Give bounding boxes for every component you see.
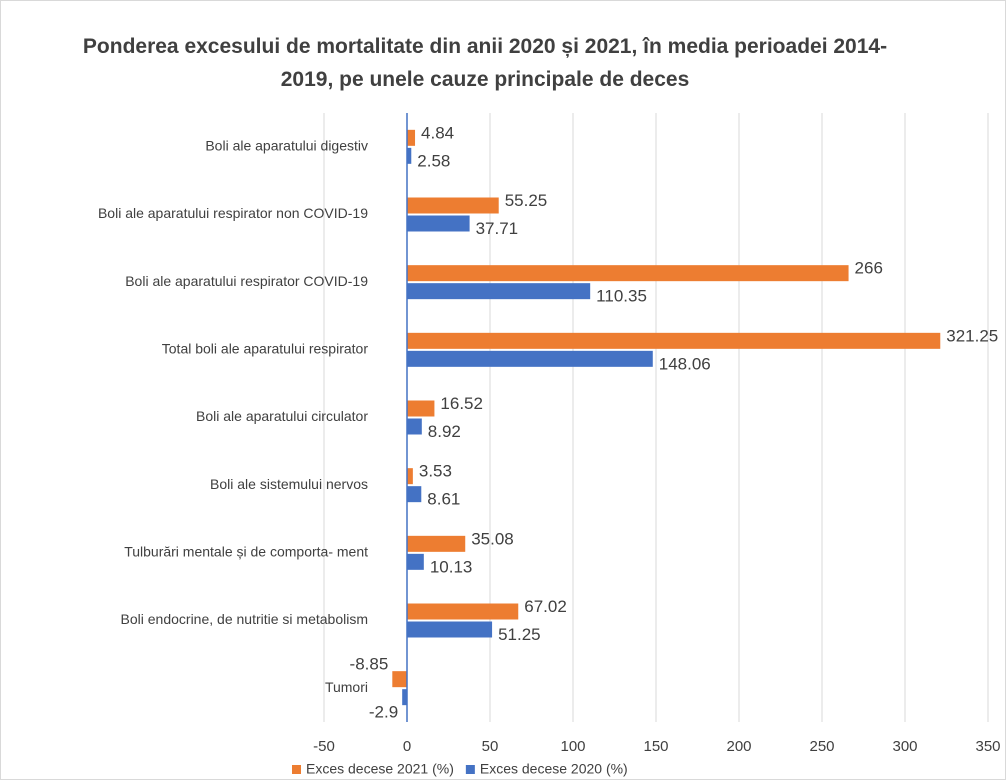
bar bbox=[407, 350, 653, 367]
bar bbox=[407, 265, 849, 282]
data-label: 35.08 bbox=[471, 529, 514, 548]
data-label: 8.92 bbox=[428, 422, 461, 441]
legend-label: Exces decese 2021 (%) bbox=[306, 761, 454, 777]
x-tick-label: 250 bbox=[809, 738, 834, 755]
bar bbox=[407, 400, 435, 417]
data-label: 321.25 bbox=[946, 326, 998, 345]
data-label: 10.13 bbox=[430, 557, 473, 576]
x-tick-label: 300 bbox=[892, 738, 917, 755]
x-tick-label: 350 bbox=[975, 738, 1000, 755]
y-tick-label: Boli ale aparatului circulator bbox=[196, 408, 368, 424]
bar bbox=[407, 468, 413, 485]
y-tick-label: Tumori bbox=[325, 679, 368, 695]
bar bbox=[407, 197, 499, 214]
bar bbox=[407, 486, 422, 503]
x-tick-label: -50 bbox=[313, 738, 335, 755]
data-label: 2.58 bbox=[417, 151, 450, 170]
y-tick-label: Boli ale sistemului nervos bbox=[210, 476, 368, 492]
y-tick-label: Total boli ale aparatului respirator bbox=[162, 341, 369, 357]
data-label: 55.25 bbox=[505, 191, 548, 210]
chart-title: Ponderea excesului de mortalitate din an… bbox=[82, 35, 888, 91]
bar bbox=[402, 689, 407, 706]
bar bbox=[407, 603, 519, 620]
data-label: 16.52 bbox=[440, 394, 483, 413]
y-tick-label: Boli ale aparatului digestiv bbox=[205, 138, 368, 154]
x-tick-label: 50 bbox=[482, 738, 499, 755]
data-label: 4.84 bbox=[421, 123, 454, 142]
legend-label: Exces decese 2020 (%) bbox=[480, 761, 628, 777]
bar bbox=[407, 535, 466, 552]
data-label: 51.25 bbox=[498, 625, 541, 644]
data-label: 8.61 bbox=[427, 490, 460, 509]
y-tick-label: Boli ale aparatului respirator non COVID… bbox=[98, 205, 368, 221]
x-tick-label: 100 bbox=[560, 738, 585, 755]
data-label: -2.9 bbox=[369, 703, 398, 722]
data-label: 266 bbox=[855, 259, 883, 278]
x-tick-label: 0 bbox=[403, 738, 411, 755]
data-label: 110.35 bbox=[596, 287, 647, 306]
bar bbox=[407, 332, 941, 349]
data-label: -8.85 bbox=[350, 655, 389, 674]
x-tick-label: 150 bbox=[643, 738, 668, 755]
data-label: 3.53 bbox=[419, 462, 452, 481]
data-label: 37.71 bbox=[476, 219, 519, 238]
bar bbox=[392, 671, 407, 688]
y-tick-label: Boli ale aparatului respirator COVID-19 bbox=[125, 273, 368, 289]
y-tick-label: Tulburări mentale și de comporta- ment bbox=[124, 544, 368, 560]
bar bbox=[407, 418, 422, 435]
data-label: 148.06 bbox=[659, 354, 711, 373]
legend-swatch bbox=[465, 765, 475, 774]
bar bbox=[407, 129, 416, 146]
data-label: 67.02 bbox=[524, 597, 567, 616]
y-tick-label: Boli endocrine, de nutritie si metabolis… bbox=[121, 611, 368, 627]
bar bbox=[407, 283, 591, 300]
bar bbox=[407, 553, 424, 570]
x-tick-label: 200 bbox=[726, 738, 751, 755]
bar bbox=[407, 147, 412, 164]
legend-swatch bbox=[292, 765, 301, 774]
bar bbox=[407, 621, 493, 638]
bar bbox=[407, 215, 470, 232]
